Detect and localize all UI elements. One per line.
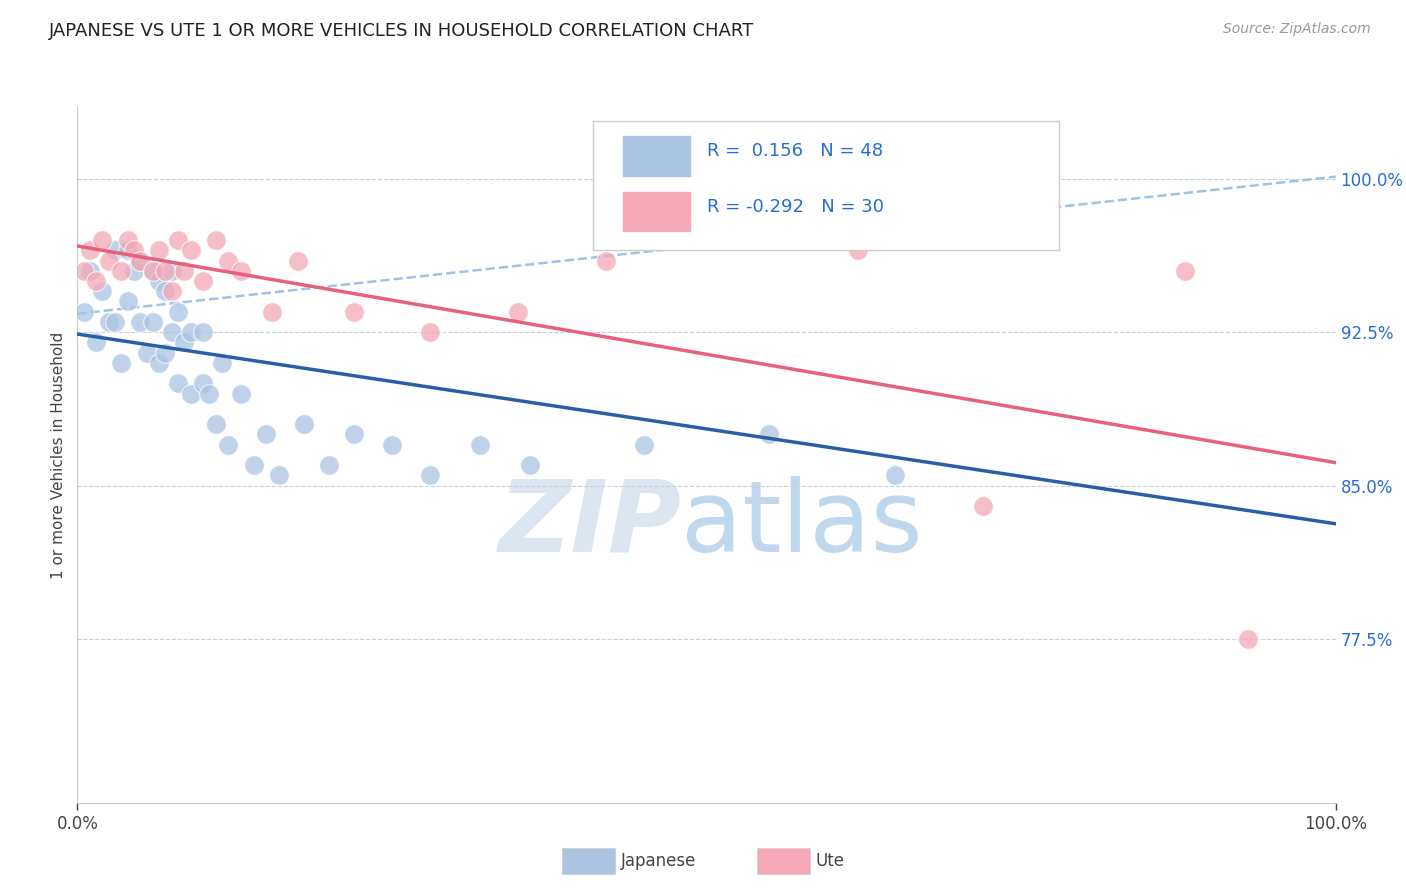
Point bbox=[142, 264, 165, 278]
Point bbox=[167, 304, 190, 318]
Point bbox=[97, 315, 120, 329]
Point bbox=[1236, 632, 1258, 646]
FancyBboxPatch shape bbox=[593, 121, 1059, 250]
Point bbox=[167, 233, 190, 247]
Point bbox=[262, 304, 284, 318]
Point bbox=[104, 244, 127, 258]
Point bbox=[292, 417, 315, 432]
Point bbox=[117, 233, 139, 247]
Point bbox=[72, 304, 94, 318]
Point bbox=[519, 458, 541, 472]
Point bbox=[180, 386, 202, 401]
Point bbox=[633, 438, 655, 452]
Point bbox=[72, 264, 94, 278]
Point bbox=[110, 264, 132, 278]
Point bbox=[129, 253, 152, 268]
Point bbox=[135, 345, 157, 359]
Point bbox=[79, 244, 101, 258]
Text: Source: ZipAtlas.com: Source: ZipAtlas.com bbox=[1223, 22, 1371, 37]
Point bbox=[419, 325, 441, 339]
Point bbox=[84, 274, 107, 288]
Point bbox=[173, 335, 195, 350]
Point bbox=[1174, 264, 1197, 278]
Point bbox=[758, 427, 780, 442]
Point bbox=[110, 356, 132, 370]
Point bbox=[129, 253, 152, 268]
Point bbox=[846, 244, 869, 258]
Point bbox=[117, 244, 139, 258]
Point bbox=[122, 244, 145, 258]
Point bbox=[204, 233, 226, 247]
Point bbox=[191, 274, 215, 288]
Point bbox=[267, 468, 290, 483]
Point bbox=[229, 264, 252, 278]
Point bbox=[211, 356, 233, 370]
FancyBboxPatch shape bbox=[562, 848, 614, 874]
Point bbox=[142, 315, 165, 329]
Point bbox=[129, 315, 152, 329]
Point bbox=[191, 325, 215, 339]
Point bbox=[104, 315, 127, 329]
Point bbox=[97, 253, 120, 268]
Point bbox=[155, 264, 177, 278]
Text: JAPANESE VS UTE 1 OR MORE VEHICLES IN HOUSEHOLD CORRELATION CHART: JAPANESE VS UTE 1 OR MORE VEHICLES IN HO… bbox=[49, 22, 755, 40]
Text: Japanese: Japanese bbox=[621, 852, 696, 871]
Point bbox=[167, 376, 190, 391]
Point bbox=[343, 427, 366, 442]
Point bbox=[972, 499, 994, 513]
Point bbox=[160, 325, 183, 339]
Point bbox=[148, 274, 170, 288]
Point bbox=[1010, 233, 1032, 247]
Point bbox=[180, 244, 202, 258]
Text: R = -0.292   N = 30: R = -0.292 N = 30 bbox=[707, 197, 883, 216]
FancyBboxPatch shape bbox=[623, 136, 692, 177]
Point bbox=[180, 325, 202, 339]
Point bbox=[254, 427, 277, 442]
Point bbox=[91, 284, 114, 298]
Point bbox=[173, 264, 195, 278]
Point bbox=[884, 468, 907, 483]
Point bbox=[117, 294, 139, 309]
Text: atlas: atlas bbox=[682, 476, 922, 573]
Point bbox=[419, 468, 441, 483]
Point bbox=[148, 244, 170, 258]
Text: Ute: Ute bbox=[815, 852, 845, 871]
FancyBboxPatch shape bbox=[623, 191, 692, 232]
Point bbox=[160, 264, 183, 278]
Text: R =  0.156   N = 48: R = 0.156 N = 48 bbox=[707, 142, 883, 160]
Text: ZIP: ZIP bbox=[498, 476, 682, 573]
Point bbox=[242, 458, 264, 472]
Point bbox=[217, 438, 239, 452]
Point bbox=[155, 345, 177, 359]
Point bbox=[468, 438, 491, 452]
Point bbox=[204, 417, 226, 432]
Point bbox=[148, 356, 170, 370]
Point bbox=[287, 253, 309, 268]
Point bbox=[343, 304, 366, 318]
Point bbox=[198, 386, 221, 401]
Point bbox=[142, 264, 165, 278]
Point bbox=[122, 264, 145, 278]
Point bbox=[160, 284, 183, 298]
Point bbox=[229, 386, 252, 401]
Y-axis label: 1 or more Vehicles in Household: 1 or more Vehicles in Household bbox=[51, 331, 66, 579]
Point bbox=[318, 458, 340, 472]
Point bbox=[381, 438, 404, 452]
Point bbox=[191, 376, 215, 391]
Point bbox=[79, 264, 101, 278]
Point bbox=[84, 335, 107, 350]
Point bbox=[91, 233, 114, 247]
FancyBboxPatch shape bbox=[756, 848, 810, 874]
Point bbox=[217, 253, 239, 268]
Point bbox=[155, 284, 177, 298]
Point bbox=[595, 253, 617, 268]
Point bbox=[506, 304, 529, 318]
